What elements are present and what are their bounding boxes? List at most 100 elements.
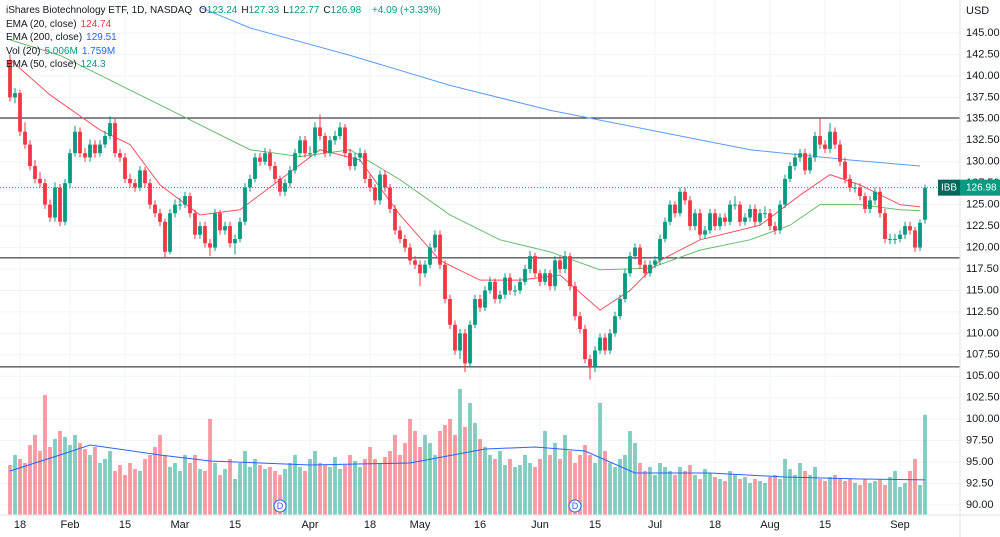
candle-body <box>593 350 597 368</box>
volume-bar <box>653 475 657 515</box>
candle-body <box>588 359 592 368</box>
candle-body <box>268 153 272 167</box>
volume-bar <box>8 465 12 515</box>
candle-body <box>793 157 797 167</box>
candle-body <box>833 131 837 145</box>
volume-bar <box>218 475 222 515</box>
candle-body <box>253 157 257 179</box>
volume-bar <box>578 455 582 515</box>
candle-body <box>263 153 267 162</box>
volume-bar <box>608 463 612 515</box>
volume-bar <box>308 459 312 515</box>
candle-body <box>838 144 842 162</box>
indicator-value: 5.006M <box>44 45 78 57</box>
volume-bar <box>28 445 32 515</box>
volume-bar <box>613 467 617 515</box>
volume-bar <box>533 467 537 515</box>
volume-bar <box>563 435 567 515</box>
volume-bar <box>373 459 377 515</box>
volume-bar <box>358 467 362 515</box>
volume-bar <box>833 475 837 515</box>
volume-bar <box>193 455 197 515</box>
candle-body <box>473 299 477 325</box>
volume-bar <box>448 419 452 515</box>
candle-body <box>818 136 822 145</box>
volume-bar <box>363 459 367 515</box>
candle-body <box>858 187 862 197</box>
x-tick-label: 15 <box>819 519 831 531</box>
candle-body <box>533 256 537 274</box>
volume-bar <box>718 479 722 515</box>
candle-body <box>913 230 917 248</box>
volume-bar <box>453 435 457 515</box>
candle-body <box>618 299 622 317</box>
candle-body <box>728 204 732 222</box>
volume-bar <box>138 471 142 515</box>
candle-body <box>18 93 22 132</box>
indicator-name: EMA (20, close) <box>6 18 77 30</box>
candle-body <box>753 208 757 222</box>
volume-bar <box>288 463 292 515</box>
candle-body <box>368 178 372 188</box>
candle-body <box>158 213 162 222</box>
candle-body <box>193 213 197 235</box>
candle-body <box>433 234 437 248</box>
candle-body <box>393 208 397 231</box>
volume-bar <box>408 419 412 515</box>
candle-body <box>488 281 492 291</box>
volume-bar <box>763 483 767 515</box>
y-tick-label: 95.00 <box>966 456 994 468</box>
volume-bar <box>508 459 512 515</box>
volume-bar <box>773 475 777 515</box>
volume-bar <box>183 455 187 515</box>
candle-body <box>388 187 392 209</box>
candle-body <box>698 213 702 235</box>
candle-body <box>808 157 812 171</box>
volume-bar <box>818 479 822 515</box>
volume-bar <box>173 463 177 515</box>
ohlc-value: 122.77 <box>288 5 320 16</box>
volume-bar <box>918 485 922 515</box>
volume-bar <box>698 479 702 515</box>
candle-body <box>453 324 457 351</box>
candle-body <box>108 123 112 137</box>
volume-bar <box>143 459 147 515</box>
volume-bar <box>913 459 917 515</box>
candle-body <box>763 213 767 215</box>
volume-bar <box>498 451 502 515</box>
candle-body <box>823 144 827 149</box>
volume-bar <box>43 395 47 515</box>
volume-bar <box>838 479 842 515</box>
change-label: +4.09 (+3.33%) <box>371 5 441 16</box>
volume-bar <box>258 465 262 515</box>
axes: 90.00 92.50 95.00 97.50 100.00 102.50 105.00 10… <box>14 27 1000 531</box>
volume-bar <box>303 471 307 515</box>
x-tick-label: Jun <box>531 519 549 531</box>
candle-body <box>43 183 47 205</box>
legend-row: EMA (50, close) 124.3 <box>6 58 445 72</box>
volume-bar <box>573 463 577 515</box>
candle-body <box>713 213 717 227</box>
y-tick-label: 90.00 <box>966 499 994 511</box>
volume-bar <box>743 477 747 515</box>
volume-bar <box>68 445 72 515</box>
y-tick-label: 110.00 <box>966 327 999 339</box>
candle-body <box>748 208 752 218</box>
volume-bar <box>648 467 652 515</box>
indicator-name: Vol (20) <box>6 45 41 57</box>
candle-body <box>348 153 352 167</box>
volume-bar <box>593 463 597 515</box>
y-tick-label: 122.50 <box>966 220 1000 232</box>
volume-bar <box>78 443 82 515</box>
candle-body <box>708 213 712 231</box>
volume-bar <box>238 463 242 515</box>
ohlc-letter: C <box>323 5 331 16</box>
x-tick-label: Aug <box>760 519 780 531</box>
candle-body <box>383 174 387 188</box>
candle-body <box>243 187 247 222</box>
ohlc-value: 123.24 <box>206 5 238 16</box>
volume-bar <box>328 467 332 515</box>
volume-bar <box>133 469 137 515</box>
event-label: D <box>572 501 579 511</box>
candle-body <box>903 226 907 235</box>
